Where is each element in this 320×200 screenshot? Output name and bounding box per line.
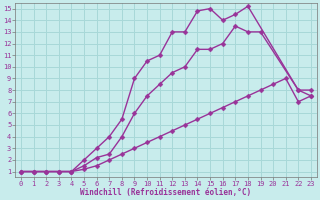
X-axis label: Windchill (Refroidissement éolien,°C): Windchill (Refroidissement éolien,°C): [80, 188, 252, 197]
